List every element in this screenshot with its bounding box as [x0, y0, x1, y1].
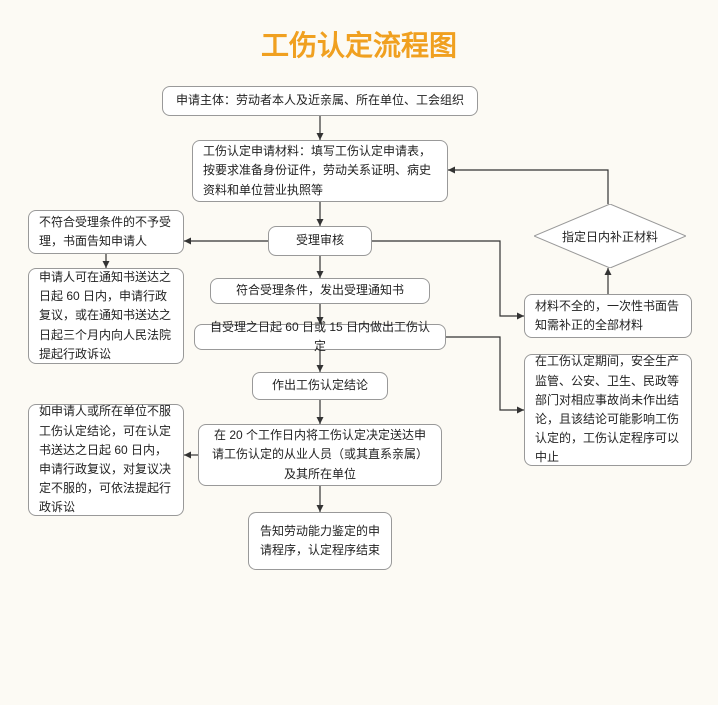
flow-node-n1: 申请主体：劳动者本人及近亲属、所在单位、工会组织	[162, 86, 478, 116]
page-title: 工伤认定流程图	[0, 24, 718, 64]
flow-node-n7: 在 20 个工作日内将工伤认定决定送达申请工伤认定的从业人员（或其直系亲属）及其…	[198, 424, 442, 486]
flow-node-n5: 自受理之日起 60 日或 15 日内做出工伤认定	[194, 324, 446, 350]
flow-node-n4: 符合受理条件，发出受理通知书	[210, 278, 430, 304]
flow-node-nR3: 在工伤认定期间，安全生产监管、公安、卫生、民政等部门对相应事故尚未作出结论，且该…	[524, 354, 692, 466]
flow-node-nR1: 指定日内补正材料	[534, 204, 686, 268]
flow-node-nL3: 如申请人或所在单位不服工伤认定结论，可在认定书送达之日起 60 日内，申请行政复…	[28, 404, 184, 516]
flow-edge-n5-nR3	[446, 337, 524, 410]
flow-edge-nR1-n2	[448, 170, 608, 204]
flow-node-n2: 工伤认定申请材料：填写工伤认定申请表，按要求准备身份证件，劳动关系证明、病史资料…	[192, 140, 448, 202]
flow-node-n3: 受理审核	[268, 226, 372, 256]
flow-node-nL2: 申请人可在通知书送达之日起 60 日内，申请行政复议，或在通知书送达之日起三个月…	[28, 268, 184, 364]
flow-node-text-nR1: 指定日内补正材料	[534, 204, 686, 268]
flow-node-n6: 作出工伤认定结论	[252, 372, 388, 400]
flow-node-nL1: 不符合受理条件的不予受理，书面告知申请人	[28, 210, 184, 254]
flow-node-n8: 告知劳动能力鉴定的申请程序，认定程序结束	[248, 512, 392, 570]
flow-node-nR2: 材料不全的，一次性书面告知需补正的全部材料	[524, 294, 692, 338]
